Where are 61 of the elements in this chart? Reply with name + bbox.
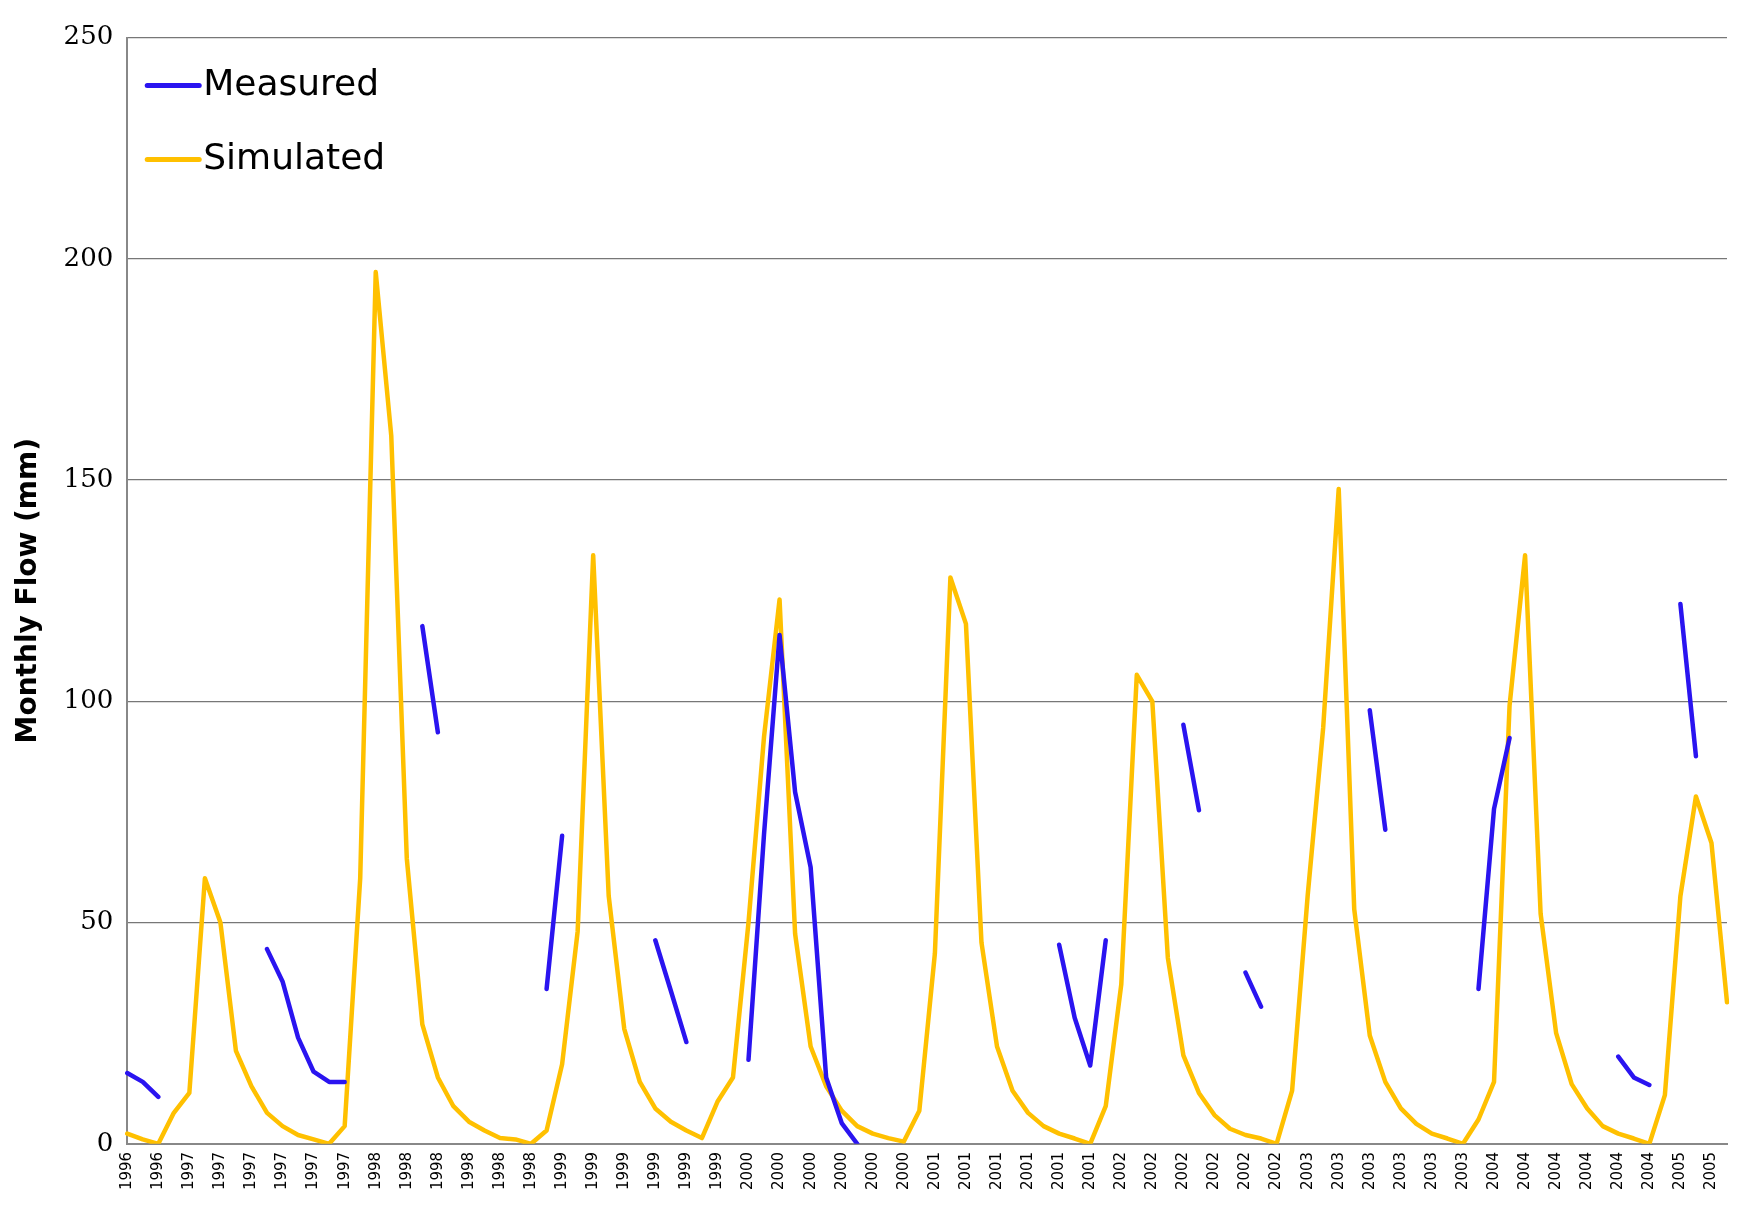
x-tick-label: 2003: [1452, 1151, 1471, 1191]
y-tick-label: 150: [63, 462, 114, 493]
x-tick-label: 2001: [955, 1151, 974, 1191]
legend-label: Simulated: [203, 135, 386, 177]
x-tick-label: 2000: [738, 1151, 757, 1191]
x-tick-label: 1997: [210, 1151, 229, 1191]
x-tick-label: 1996: [148, 1151, 167, 1191]
y-tick-label: 200: [63, 241, 114, 272]
x-tick-label: 1999: [676, 1151, 695, 1191]
x-tick-label: 1999: [583, 1151, 602, 1191]
x-tick-label: 2001: [924, 1151, 943, 1191]
x-tick-label: 2002: [1173, 1151, 1192, 1191]
x-tick-label: 1997: [303, 1151, 322, 1191]
x-tick-label: 2002: [1266, 1151, 1285, 1191]
x-tick-label: 1997: [241, 1151, 260, 1191]
x-tick-label: 1999: [707, 1151, 726, 1191]
x-tick-label: 2000: [893, 1151, 912, 1191]
y-tick-label: 250: [63, 20, 114, 51]
x-tick-label: 1998: [520, 1151, 539, 1191]
x-tick-label: 2000: [769, 1151, 788, 1191]
x-tick-label: 1999: [645, 1151, 664, 1191]
x-tick-label: 1997: [179, 1151, 198, 1191]
x-tick-label: 1999: [552, 1151, 571, 1191]
x-tick-label: 2001: [986, 1151, 1005, 1191]
x-tick-label: 2003: [1359, 1151, 1378, 1191]
x-tick-label: 2003: [1390, 1151, 1409, 1191]
x-tick-label: 2001: [1017, 1151, 1036, 1191]
x-tick-label: 2000: [831, 1151, 850, 1191]
x-tick-label: 1996: [117, 1151, 136, 1191]
y-tick-label: 0: [96, 1126, 114, 1157]
x-tick-label: 2002: [1235, 1151, 1254, 1191]
x-tick-label: 2003: [1328, 1151, 1347, 1191]
x-tick-label: 2004: [1639, 1151, 1658, 1191]
x-tick-label: 1998: [365, 1151, 384, 1191]
x-tick-label: 2001: [1080, 1151, 1099, 1191]
x-tick-label: 2005: [1701, 1151, 1720, 1191]
x-tick-label: 1997: [334, 1151, 353, 1191]
x-tick-label: 2004: [1483, 1151, 1502, 1191]
x-tick-label: 2003: [1421, 1151, 1440, 1191]
x-tick-label: 1998: [489, 1151, 508, 1191]
x-tick-label: 2005: [1670, 1151, 1689, 1191]
x-tick-label: 1997: [272, 1151, 291, 1191]
x-tick-label: 2004: [1546, 1151, 1565, 1191]
x-tick-label: 2002: [1111, 1151, 1130, 1191]
x-tick-label: 2002: [1142, 1151, 1161, 1191]
y-tick-label: 100: [63, 684, 114, 715]
x-tick-label: 2000: [862, 1151, 881, 1191]
x-tick-label: 1998: [427, 1151, 446, 1191]
y-tick-label: 50: [80, 905, 114, 936]
y-axis-title: Monthly Flow (mm): [10, 437, 44, 744]
x-tick-label: 2001: [1049, 1151, 1068, 1191]
x-tick-label: 2004: [1608, 1151, 1627, 1191]
x-tick-label: 1999: [614, 1151, 633, 1191]
x-tick-label: 2004: [1577, 1151, 1596, 1191]
x-tick-label: 2000: [800, 1151, 819, 1191]
x-tick-label: 2004: [1514, 1151, 1533, 1191]
x-tick-label: 2003: [1297, 1151, 1316, 1191]
x-tick-label: 1998: [396, 1151, 415, 1191]
x-tick-label: 2002: [1204, 1151, 1223, 1191]
x-tick-label: 1998: [458, 1151, 477, 1191]
legend-label: Measured: [203, 61, 380, 103]
